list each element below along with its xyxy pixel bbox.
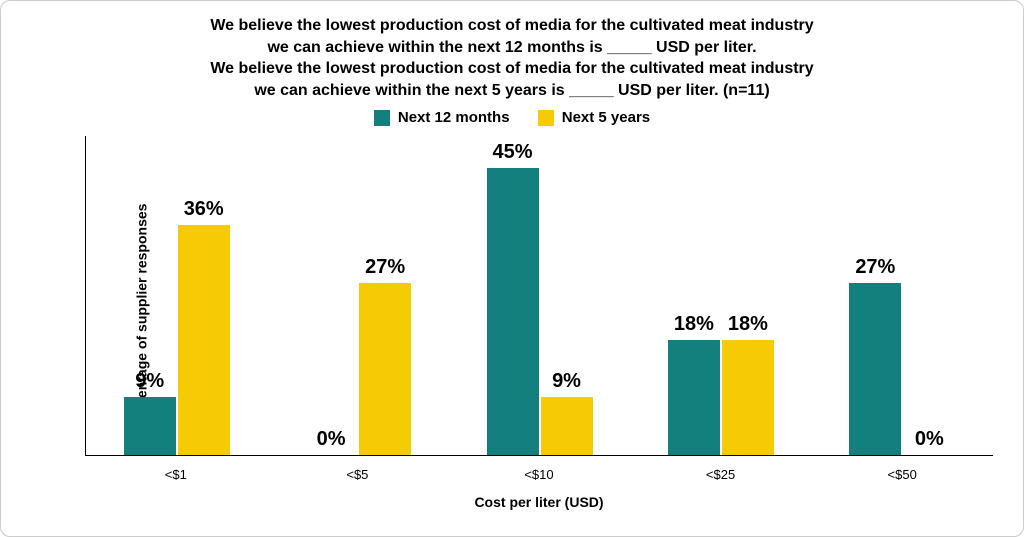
x-tick-label: <$50 — [811, 467, 993, 482]
x-tick-label: <$10 — [448, 467, 630, 482]
legend: Next 12 months Next 5 years — [21, 109, 1003, 130]
title-line-3: We believe the lowest production cost of… — [210, 60, 813, 77]
bar-value-label: 9% — [552, 370, 581, 397]
bar-value-label: 45% — [493, 141, 533, 168]
chart-title: We believe the lowest production cost of… — [61, 15, 963, 101]
title-line-1: We believe the lowest production cost of… — [210, 17, 813, 34]
bar-series-a: 27% — [849, 283, 901, 455]
legend-swatch-b — [538, 110, 554, 126]
title-line-4: we can achieve within the next 5 years i… — [254, 82, 769, 99]
bar-group: 27% 0% — [812, 136, 993, 455]
bar-group: 45%9% — [449, 136, 630, 455]
title-line-2: we can achieve within the next 12 months… — [267, 39, 756, 56]
x-axis-ticks: <$1<$5<$10<$25<$50 — [85, 467, 993, 482]
legend-label-b: Next 5 years — [562, 109, 650, 126]
x-tick-label: <$25 — [630, 467, 812, 482]
plot-area: 9%36%0%27%45%9%18%18%27%0% — [85, 136, 993, 456]
plot-area-wrapper: Percentage of supplier responses 9%36%0%… — [85, 136, 993, 496]
bar-series-a: 45% — [487, 168, 539, 455]
bar-value-label: 9% — [135, 370, 164, 397]
bar-group: 9%36% — [86, 136, 267, 455]
bar-value-label: 18% — [674, 313, 714, 340]
bar-group: 0% 27% — [267, 136, 448, 455]
bar-value-label: 36% — [184, 198, 224, 225]
x-tick-label: <$5 — [267, 467, 449, 482]
legend-swatch-a — [374, 110, 390, 126]
legend-item-series-a: Next 12 months — [374, 109, 510, 126]
bar-value-label: 27% — [365, 256, 405, 283]
bar-value-label: 18% — [728, 313, 768, 340]
bar-value-label: 27% — [855, 256, 895, 283]
bar-group: 18%18% — [630, 136, 811, 455]
legend-label-a: Next 12 months — [398, 109, 510, 126]
bar-value-label: 0% — [915, 428, 944, 455]
x-axis-label: Cost per liter (USD) — [85, 494, 993, 510]
bar-series-b: 9% — [541, 397, 593, 454]
bar-value-label: 0% — [317, 428, 346, 455]
bar-series-a: 9% — [124, 397, 176, 454]
chart-container: We believe the lowest production cost of… — [0, 0, 1024, 537]
bar-series-a: 18% — [668, 340, 720, 455]
x-tick-label: <$1 — [85, 467, 267, 482]
bar-series-b: 18% — [722, 340, 774, 455]
bar-series-b: 27% — [359, 283, 411, 455]
bar-series-b: 36% — [178, 225, 230, 455]
legend-item-series-b: Next 5 years — [538, 109, 650, 126]
